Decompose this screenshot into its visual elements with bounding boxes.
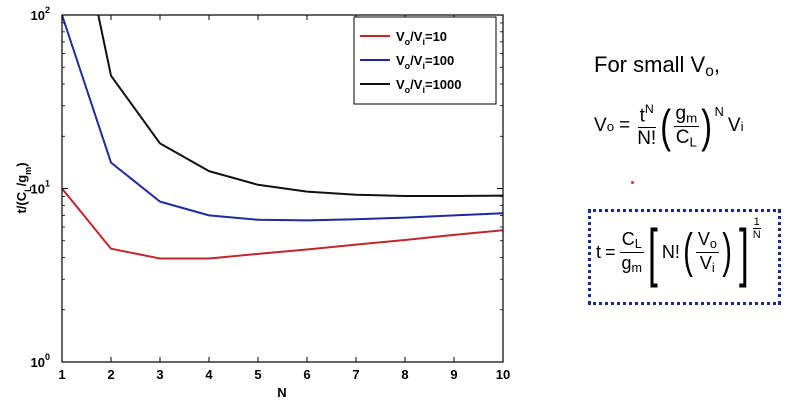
series-line-3	[97, 15, 503, 197]
y-tick-exponent: 2	[45, 5, 50, 15]
eq2-den-sub: m	[631, 260, 643, 275]
t-equation: t = CL gm [ N! ( Vo Vi ) ] 1 N	[596, 216, 761, 288]
eq1-fraction: tN N!	[635, 102, 658, 150]
x-tick-label: 6	[303, 367, 310, 382]
eq2-inner-num: V	[697, 228, 710, 249]
x-tick-label: 4	[205, 367, 213, 382]
y-axis-label: t/(CL/gm)	[14, 162, 33, 213]
small-vo-sub: o	[705, 62, 714, 80]
eq2-root-den: N	[752, 229, 761, 241]
x-tick-label: 3	[156, 367, 163, 382]
eq1-rhs: V	[727, 115, 741, 137]
legend-label-3: Vo/Vi=1000	[396, 77, 462, 95]
series-layer	[62, 15, 503, 260]
x-tick-label: 7	[352, 367, 359, 382]
series-line-2	[62, 15, 503, 222]
eq2-fraction: CL gm	[619, 228, 645, 275]
eq2-inner-den-sub: i	[711, 260, 715, 275]
y-tick-label: 100	[31, 352, 50, 370]
small-vo-post: ,	[713, 52, 720, 77]
eq2-left-paren: (	[683, 225, 693, 278]
y-axis-label-sub-l: L	[23, 186, 33, 192]
eq2-den: g	[621, 252, 632, 273]
eq1-lhs: V	[594, 115, 607, 137]
small-vo-note: For small Vo,	[594, 52, 720, 81]
x-tick-label: 1	[58, 367, 65, 382]
y-axis-label-sub-m: m	[23, 167, 33, 175]
eq2-inner-den: V	[699, 252, 712, 273]
y-tick-label: 101	[31, 179, 50, 197]
legend-label-2: Vo/Vi=100	[396, 53, 454, 71]
t-equation-box	[588, 209, 781, 305]
eq1-num-sup: N	[644, 102, 654, 116]
x-axis-label: N	[277, 385, 286, 400]
eq1-outer-sup: N	[714, 104, 724, 119]
eq2-inner-num-sub: o	[709, 237, 717, 252]
eq1-inner-num: g	[675, 103, 687, 125]
eq1-den: N!	[637, 128, 657, 150]
eq2-left-bracket: [	[648, 216, 658, 288]
small-vo-text: For small V	[594, 52, 706, 77]
eq2-equals: =	[605, 241, 616, 262]
eq2-num-sub: L	[634, 237, 642, 252]
x-tick-label: 10	[496, 367, 510, 382]
eq1-lhs-sub: o	[606, 118, 615, 134]
eq2-nfact: N!	[661, 241, 680, 262]
eq1-inner-den: C	[675, 126, 690, 148]
eq2-num: C	[621, 228, 635, 249]
eq1-inner-num-sub: m	[686, 110, 698, 126]
eq2-right-bracket: ]	[738, 216, 749, 288]
eq2-inner-fraction: Vo Vi	[695, 228, 719, 275]
legend: Vo/Vi=10 Vo/Vi=100 Vo/Vi=1000	[353, 16, 497, 105]
eq2-root-num: 1	[752, 216, 761, 229]
eq2-right-paren: )	[722, 225, 732, 278]
x-tick-label: 9	[450, 367, 457, 382]
x-tick-label: 8	[401, 367, 408, 382]
eq1-inner-fraction: gm CL	[673, 103, 700, 149]
eq1-right-paren: )	[701, 100, 713, 153]
eq2-root-exponent: 1 N	[752, 216, 761, 241]
y-tick-exponent: 1	[45, 179, 50, 189]
x-tick-label: 2	[107, 367, 114, 382]
eq1-rhs-sub: i	[740, 118, 744, 134]
legend-label-1: Vo/Vi=10	[396, 29, 447, 47]
y-tick-label: 102	[31, 5, 50, 23]
red-dot-mark	[631, 181, 634, 184]
y-tick-exponent: 0	[45, 352, 50, 362]
eq1-equals: =	[619, 115, 631, 137]
eq1-inner-den-sub: L	[689, 133, 697, 149]
eq1-left-paren: (	[660, 100, 672, 153]
eq1-num: t	[639, 105, 645, 127]
eq2-lhs: t	[596, 241, 602, 262]
x-tick-label: 5	[254, 367, 261, 382]
series-line-1	[62, 187, 503, 260]
